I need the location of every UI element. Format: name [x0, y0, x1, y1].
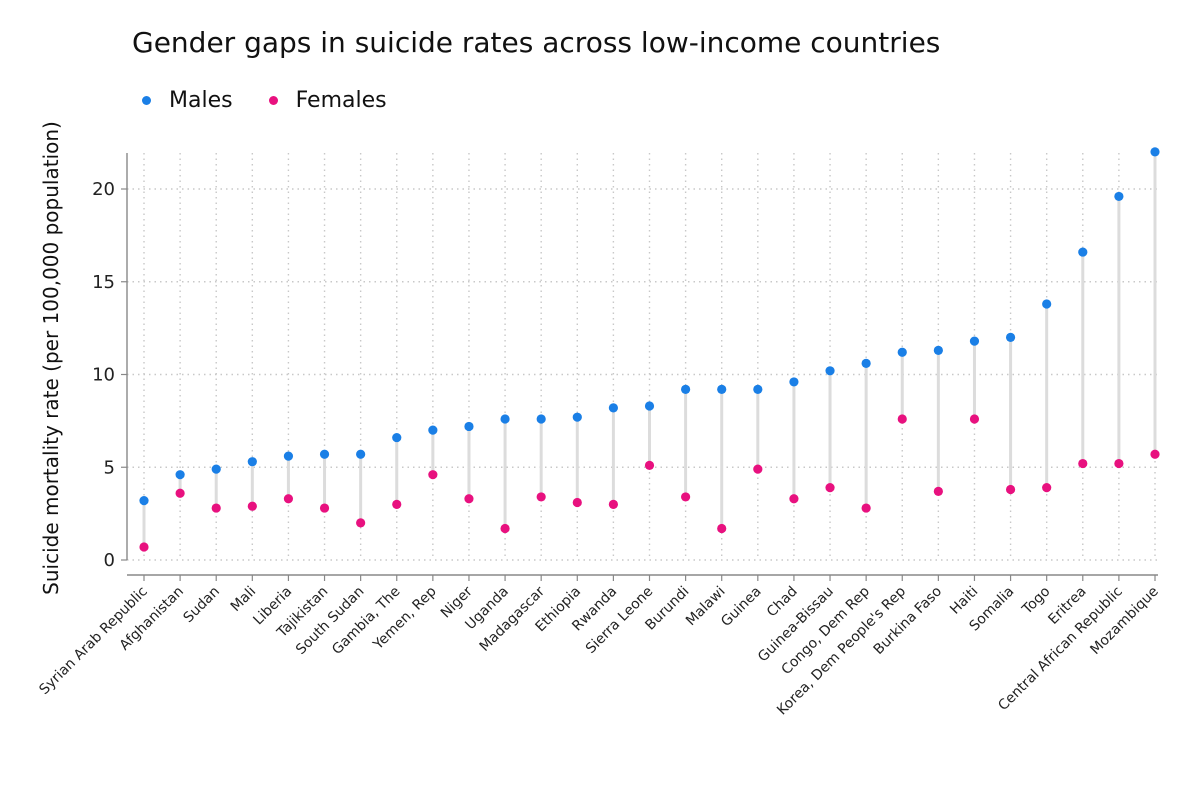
point-males	[247, 457, 257, 467]
x-tick-label: Afghanistan	[117, 584, 187, 654]
point-males	[789, 377, 799, 387]
point-females	[1114, 458, 1124, 469]
point-males	[1114, 191, 1124, 202]
connectors	[142, 151, 1157, 548]
point-males	[644, 401, 655, 411]
point-males	[1042, 299, 1052, 309]
point-males	[969, 336, 980, 346]
point-females	[1005, 484, 1016, 495]
point-males	[717, 384, 727, 394]
legend-marker-females	[268, 96, 278, 105]
legend: Males Females	[142, 88, 387, 113]
point-females	[500, 523, 510, 534]
x-tick-label: Guinea	[718, 584, 764, 630]
data-points	[139, 147, 1160, 552]
point-males	[139, 496, 149, 506]
point-females	[464, 494, 474, 504]
point-males	[608, 403, 618, 413]
y-tick-label: 0	[104, 550, 115, 571]
point-males	[500, 414, 510, 424]
point-females	[1150, 449, 1160, 459]
point-females	[753, 464, 763, 474]
point-males	[1150, 147, 1160, 157]
y-tick-label: 15	[92, 272, 115, 293]
point-females	[283, 494, 294, 504]
point-males	[1005, 332, 1016, 342]
y-tick-label: 10	[92, 365, 115, 386]
point-females	[139, 542, 149, 552]
x-tick-label: Yemen, Rep	[370, 583, 440, 653]
point-females	[897, 414, 907, 424]
point-males	[897, 347, 907, 357]
point-females	[644, 460, 655, 470]
point-males	[933, 345, 943, 355]
x-tick-label: Mali	[228, 584, 259, 615]
point-females	[933, 486, 943, 496]
point-males	[356, 449, 366, 459]
point-males	[392, 432, 402, 443]
point-females	[319, 503, 330, 513]
point-males	[536, 414, 546, 424]
point-females	[1078, 458, 1088, 469]
point-females	[825, 483, 835, 493]
y-axis-title: Suicide mortality rate (per 100,000 popu…	[39, 121, 63, 595]
point-males	[464, 421, 474, 432]
x-tick-label: Sudan	[181, 584, 224, 627]
point-females	[717, 523, 727, 534]
point-males	[681, 384, 691, 394]
y-tick-label: 20	[92, 179, 115, 200]
point-males	[175, 470, 185, 480]
point-females	[608, 499, 618, 509]
point-males	[825, 366, 835, 376]
legend-label-females: Females	[295, 88, 387, 113]
grid	[127, 153, 1158, 561]
point-females	[247, 501, 257, 511]
point-males	[1078, 247, 1088, 257]
point-females	[356, 518, 366, 528]
point-males	[283, 451, 294, 461]
point-females	[969, 414, 980, 424]
legend-marker-males	[142, 96, 151, 105]
point-males	[572, 412, 582, 422]
y-tick-label: 5	[104, 457, 115, 478]
point-females	[392, 499, 402, 509]
point-males	[319, 449, 330, 459]
point-females	[428, 470, 438, 480]
point-females	[175, 488, 185, 498]
point-males	[753, 384, 763, 394]
point-males	[428, 425, 438, 435]
point-males	[861, 358, 871, 368]
point-females	[536, 492, 546, 502]
point-females	[789, 494, 799, 504]
legend-item-males: Males	[142, 88, 233, 113]
point-females	[211, 503, 221, 513]
legend-label-males: Males	[169, 88, 233, 113]
legend-item-females: Females	[268, 88, 387, 113]
point-females	[681, 492, 691, 502]
axes	[121, 153, 1158, 581]
point-males	[211, 464, 221, 474]
point-females	[1042, 483, 1052, 493]
point-females	[861, 503, 871, 513]
chart-title: Gender gaps in suicide rates across low-…	[132, 26, 941, 59]
point-females	[572, 497, 582, 508]
